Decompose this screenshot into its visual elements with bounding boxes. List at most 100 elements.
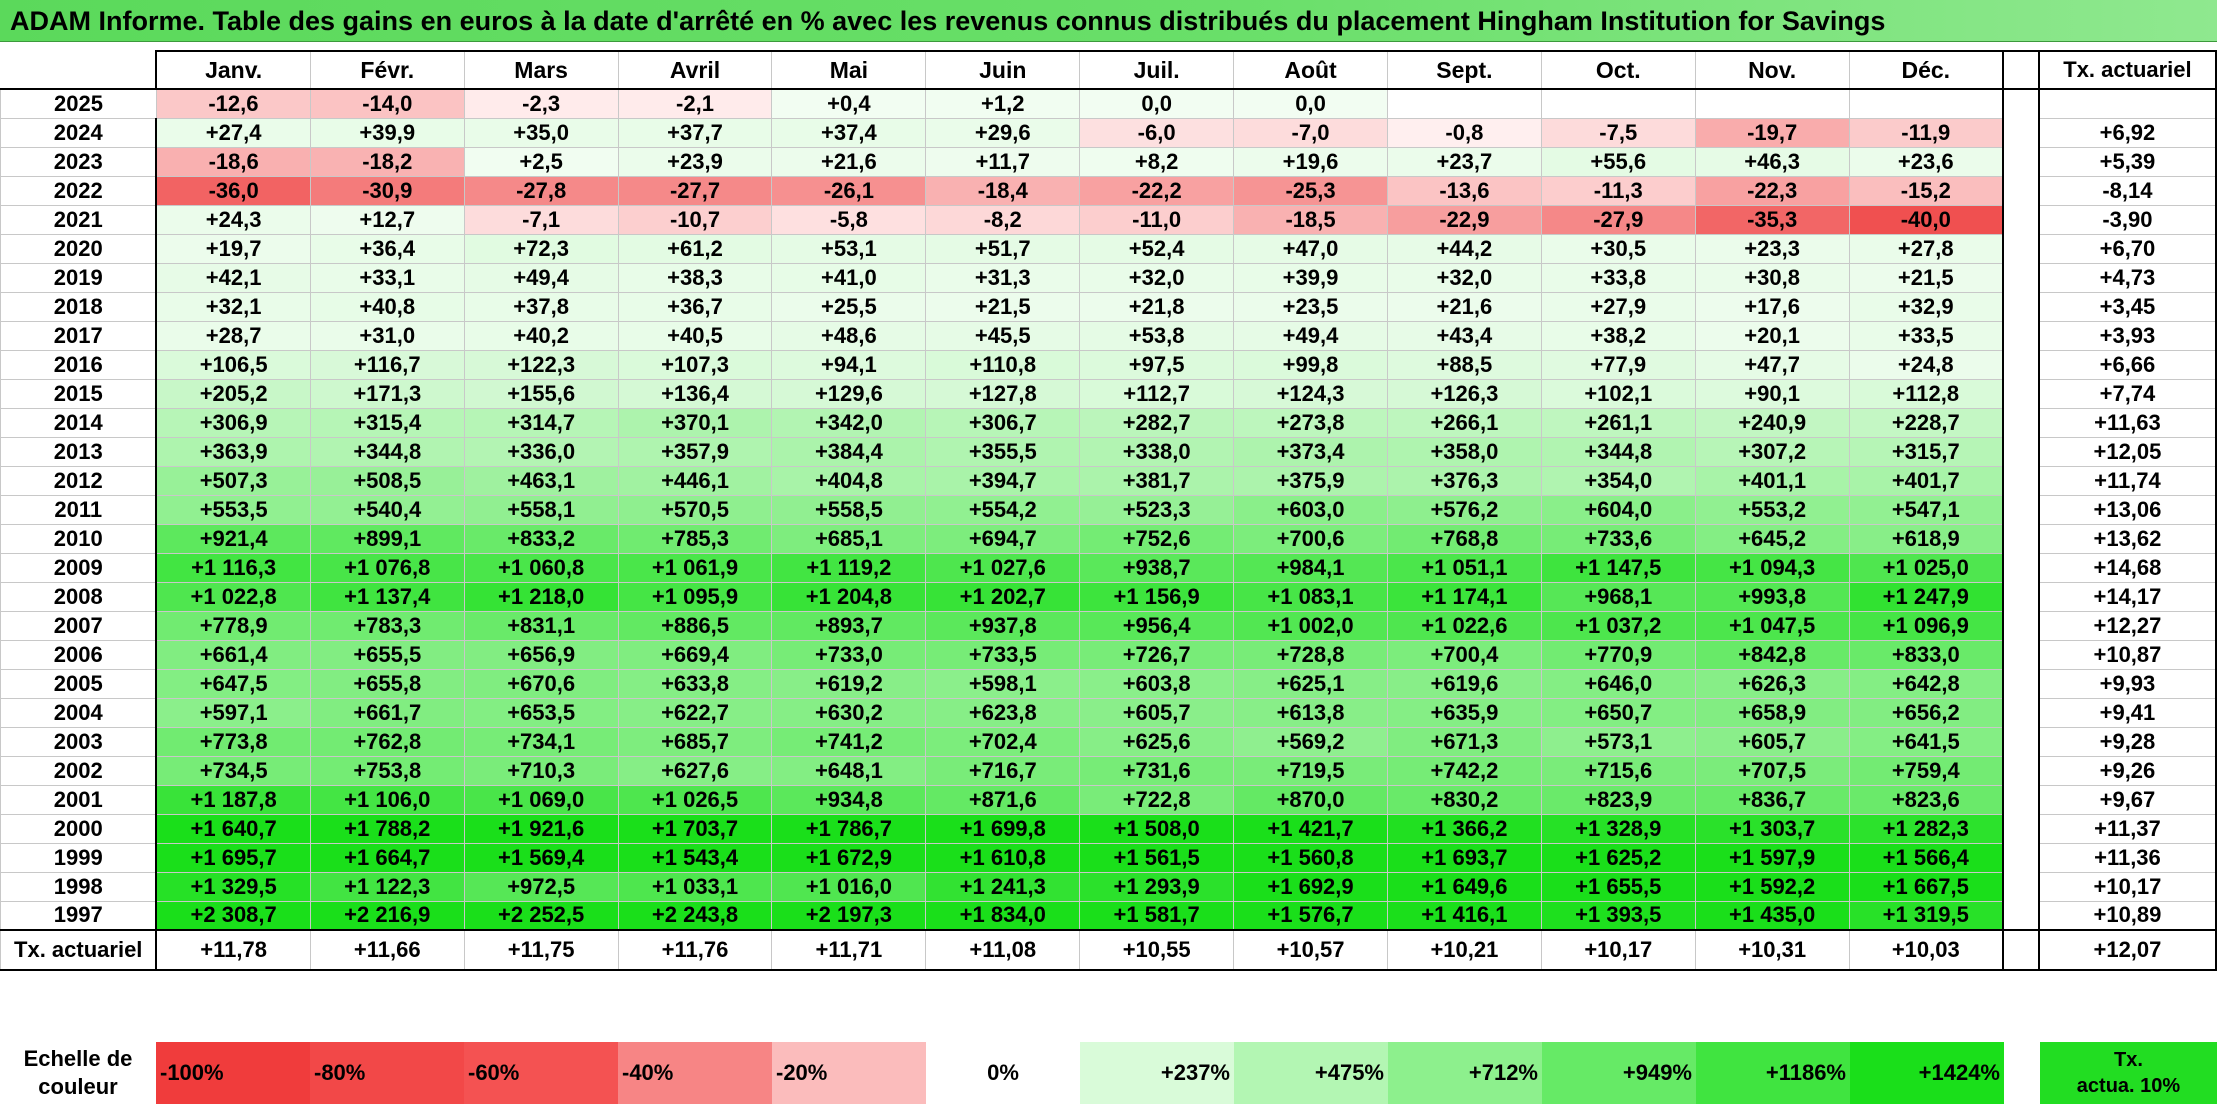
- value-cell: +741,2: [771, 726, 927, 757]
- value-cell: +23,7: [1386, 146, 1542, 177]
- value-cell: +1 147,5: [1540, 552, 1696, 583]
- value-cell: +507,3: [155, 465, 311, 496]
- column-header-month: Nov.: [1694, 50, 1850, 90]
- column-gap: [2002, 321, 2039, 350]
- value-cell: -14,0: [309, 88, 465, 119]
- value-cell: +394,7: [925, 465, 1081, 496]
- row-year: 1999: [0, 842, 157, 873]
- value-cell: +36,4: [309, 233, 465, 264]
- row-rate: +6,92: [2037, 117, 2217, 148]
- value-cell: +32,0: [1386, 262, 1542, 293]
- value-cell: +1 416,1: [1386, 900, 1542, 931]
- value-cell: +1 921,6: [463, 813, 619, 844]
- value-cell: +1 218,0: [463, 581, 619, 612]
- column-header-month: Sept.: [1386, 50, 1542, 90]
- value-cell: -18,2: [309, 146, 465, 177]
- color-scale-step: +1424%: [1850, 1042, 2004, 1104]
- value-cell: +358,0: [1386, 436, 1542, 467]
- value-cell: +33,8: [1540, 262, 1696, 293]
- row-rate: +12,27: [2037, 610, 2217, 641]
- value-cell: +1 116,3: [155, 552, 311, 583]
- value-cell: +21,6: [771, 146, 927, 177]
- value-cell: +778,9: [155, 610, 311, 641]
- value-cell: +30,8: [1694, 262, 1850, 293]
- value-cell: +785,3: [617, 523, 773, 554]
- value-cell: +49,4: [1233, 320, 1388, 351]
- value-cell: +37,7: [617, 117, 773, 148]
- table-row: 2022 -36,0 -30,9 -27,8 -27,7 -26,1 -18,4 -22,2-…: [0, 175, 2217, 206]
- color-scale-step: -20%: [772, 1042, 926, 1104]
- column-header-month: Oct.: [1540, 50, 1696, 90]
- value-cell: +1 699,8: [925, 813, 1081, 844]
- value-cell: +1 137,4: [309, 581, 465, 612]
- column-gap: [2002, 263, 2039, 292]
- value-cell: +17,6: [1694, 291, 1850, 322]
- value-cell: +1 060,8: [463, 552, 619, 583]
- value-cell: +1 640,7: [155, 813, 311, 844]
- value-cell: -6,0: [1079, 117, 1235, 148]
- value-cell: +626,3: [1694, 668, 1850, 699]
- value-cell: +722,8: [1079, 784, 1235, 815]
- value-cell: +106,5: [155, 349, 311, 380]
- value-cell: +53,1: [771, 233, 927, 264]
- row-rate: +11,74: [2037, 465, 2217, 496]
- value-cell: +1 247,9: [1848, 581, 2004, 612]
- value-cell: +228,7: [1848, 407, 2004, 438]
- value-cell: -7,0: [1233, 117, 1388, 148]
- value-cell: +36,7: [617, 291, 773, 322]
- row-year: 2002: [0, 755, 157, 786]
- value-cell: +357,9: [617, 436, 773, 467]
- value-cell: +42,1: [155, 262, 311, 293]
- row-year: 2019: [0, 262, 157, 293]
- value-cell: +1 083,1: [1233, 581, 1388, 612]
- value-cell: +381,7: [1079, 465, 1235, 496]
- row-rate: -3,90: [2037, 204, 2217, 235]
- value-cell: +633,8: [617, 668, 773, 699]
- value-cell: +126,3: [1386, 378, 1542, 409]
- row-rate: +5,39: [2037, 146, 2217, 177]
- value-cell: +558,5: [771, 494, 927, 525]
- value-cell: +315,7: [1848, 436, 2004, 467]
- value-cell: +31,0: [309, 320, 465, 351]
- column-gap: [2002, 901, 2039, 930]
- table-row: 2004 +597,1 +661,7 +653,5 +622,7 +630,2 +623,8…: [0, 697, 2217, 728]
- footer-rate-value: +10,55: [1079, 929, 1235, 971]
- column-header-month: Août: [1233, 50, 1388, 90]
- column-gap: [2002, 234, 2039, 263]
- row-rate: +14,68: [2037, 552, 2217, 583]
- value-cell: +842,8: [1694, 639, 1850, 670]
- value-cell: +21,5: [1848, 262, 2004, 293]
- value-cell: +1 693,7: [1386, 842, 1542, 873]
- value-cell: +934,8: [771, 784, 927, 815]
- value-cell: -13,6: [1386, 175, 1542, 206]
- value-cell: +783,3: [309, 610, 465, 641]
- value-cell: +661,4: [155, 639, 311, 670]
- row-rate: +13,62: [2037, 523, 2217, 554]
- row-year: 2024: [0, 117, 157, 148]
- footer-rate-value: +11,75: [463, 929, 619, 971]
- value-cell: +240,9: [1694, 407, 1850, 438]
- value-cell: +401,1: [1694, 465, 1850, 496]
- value-cell: +731,6: [1079, 755, 1235, 786]
- value-cell: +569,2: [1233, 726, 1388, 757]
- gains-table: Janv. Févr. Mars Avril Mai Juin Juil. Août Sept.…: [0, 50, 2217, 971]
- row-rate: +10,89: [2037, 900, 2217, 931]
- value-cell: +685,1: [771, 523, 927, 554]
- color-scale-step: +237%: [1080, 1042, 1234, 1104]
- value-cell: +48,6: [771, 320, 927, 351]
- table-row: 2005 +647,5 +655,8 +670,6 +633,8 +619,2 +598,1…: [0, 668, 2217, 699]
- value-cell: +1 692,9: [1233, 871, 1388, 902]
- value-cell: +671,3: [1386, 726, 1542, 757]
- value-cell: +655,5: [309, 639, 465, 670]
- value-cell: +1,2: [925, 88, 1081, 119]
- value-cell: +107,3: [617, 349, 773, 380]
- value-cell: +39,9: [309, 117, 465, 148]
- value-cell: +338,0: [1079, 436, 1235, 467]
- column-gap: [2002, 814, 2039, 843]
- value-cell: +1 610,8: [925, 842, 1081, 873]
- value-cell: +344,8: [1540, 436, 1696, 467]
- row-rate: -8,14: [2037, 175, 2217, 206]
- value-cell: +733,5: [925, 639, 1081, 670]
- value-cell: -2,1: [617, 88, 773, 119]
- value-cell: +598,1: [925, 668, 1081, 699]
